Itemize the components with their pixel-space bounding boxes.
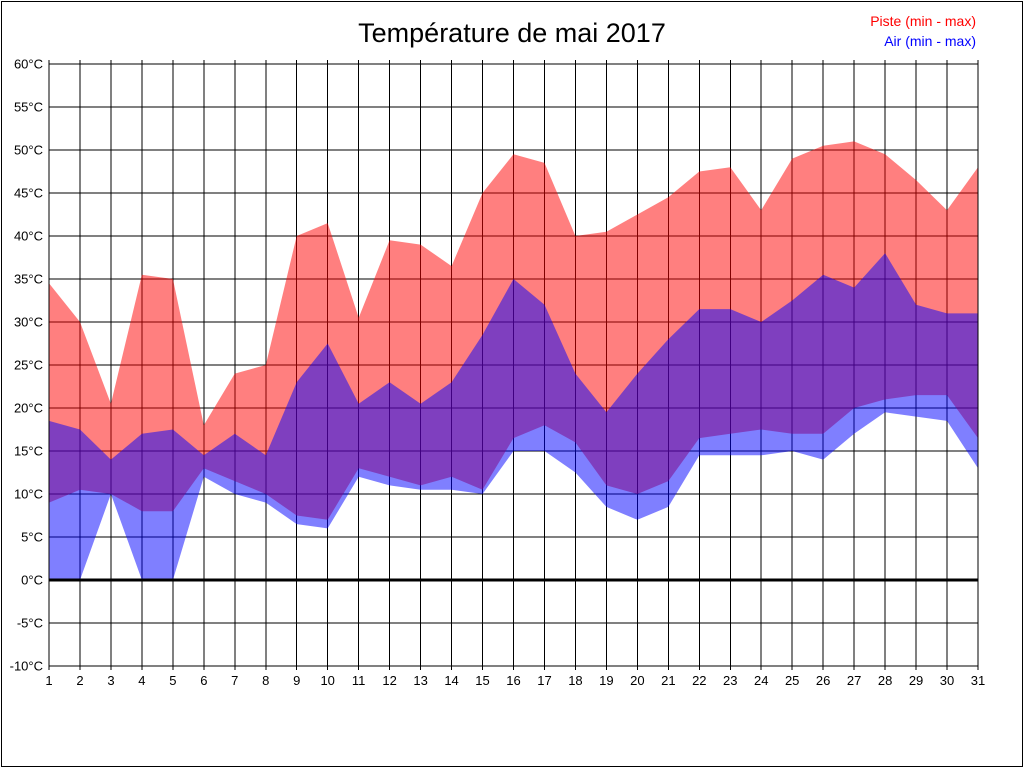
- y-axis-label: 5°C: [21, 530, 43, 545]
- axis-labels: 60°C55°C50°C45°C40°C35°C30°C25°C20°C15°C…: [10, 57, 986, 689]
- y-axis-label: 55°C: [14, 100, 43, 115]
- x-axis-label: 6: [200, 673, 207, 688]
- axes-layer: [48, 60, 979, 670]
- y-axis-label: -10°C: [10, 659, 43, 674]
- y-axis-label: -5°C: [17, 616, 43, 631]
- x-axis-label: 16: [506, 673, 520, 688]
- x-axis-label: 18: [568, 673, 582, 688]
- y-axis-label: 15°C: [14, 444, 43, 459]
- x-axis-label: 13: [413, 673, 427, 688]
- x-axis-label: 26: [816, 673, 830, 688]
- legend-item-air: Air (min - max): [884, 33, 976, 49]
- x-axis-label: 11: [352, 673, 366, 688]
- x-axis-label: 22: [692, 673, 706, 688]
- x-axis-label: 14: [444, 673, 458, 688]
- x-axis-label: 19: [599, 673, 613, 688]
- x-axis-label: 8: [262, 673, 269, 688]
- x-axis-label: 3: [107, 673, 114, 688]
- x-axis-label: 4: [138, 673, 145, 688]
- x-axis-label: 12: [382, 673, 396, 688]
- y-axis-label: 40°C: [14, 229, 43, 244]
- x-axis-label: 31: [971, 673, 985, 688]
- chart-title: Température de mai 2017: [358, 18, 666, 48]
- legend-item-piste: Piste (min - max): [870, 13, 976, 29]
- y-axis-label: 35°C: [14, 272, 43, 287]
- y-axis-label: 25°C: [14, 358, 43, 373]
- y-axis-label: 30°C: [14, 315, 43, 330]
- x-axis-label: 24: [754, 673, 768, 688]
- y-axis-label: 10°C: [14, 487, 43, 502]
- x-axis-label: 9: [293, 673, 300, 688]
- x-axis-label: 25: [785, 673, 799, 688]
- y-axis-label: 0°C: [21, 573, 43, 588]
- x-axis-label: 28: [878, 673, 892, 688]
- x-axis-label: 23: [723, 673, 737, 688]
- x-axis-label: 1: [45, 673, 52, 688]
- x-axis-label: 27: [847, 673, 861, 688]
- x-axis-label: 15: [475, 673, 489, 688]
- x-axis-label: 21: [661, 673, 675, 688]
- x-axis-label: 2: [76, 673, 83, 688]
- x-axis-label: 29: [909, 673, 923, 688]
- x-axis-label: 17: [537, 673, 551, 688]
- y-axis-label: 20°C: [14, 401, 43, 416]
- y-axis-label: 50°C: [14, 143, 43, 158]
- x-axis-label: 30: [940, 673, 954, 688]
- y-axis-label: 45°C: [14, 186, 43, 201]
- x-axis-label: 5: [169, 673, 176, 688]
- legend: Piste (min - max) Air (min - max): [870, 11, 976, 51]
- y-axis-label: 60°C: [14, 57, 43, 72]
- x-axis-label: 10: [320, 673, 334, 688]
- air-band: [49, 253, 978, 580]
- x-axis-label: 20: [630, 673, 644, 688]
- x-axis-label: 7: [231, 673, 238, 688]
